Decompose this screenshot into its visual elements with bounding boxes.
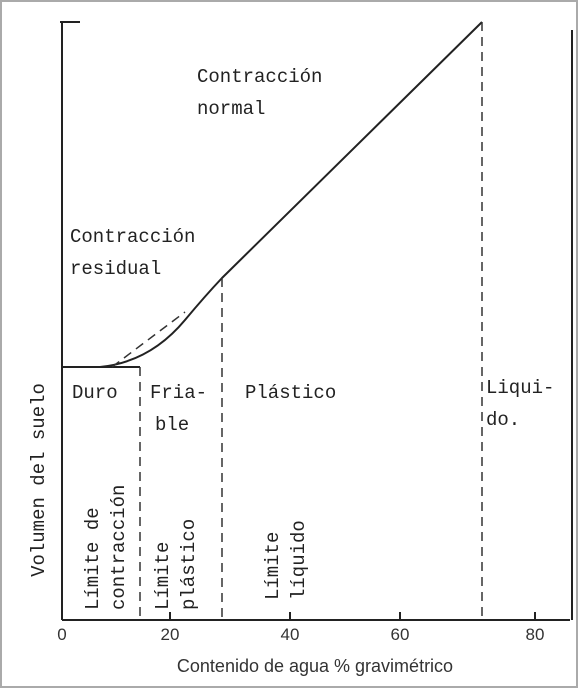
curve-label: Contracción [70,226,195,248]
residual-extension [111,311,186,368]
x-tick-label: 80 [526,625,545,644]
state-label: do. [486,409,520,431]
state-label: Liqui- [486,377,554,399]
state-label: Duro [72,382,118,404]
limit-label: plástico [178,519,200,610]
x-axis-label: Contenido de agua % gravimétrico [177,656,453,676]
state-label: ble [155,414,189,436]
x-tick-label: 40 [281,625,300,644]
limit-label: Límite [152,542,174,610]
curve-label: Contracción [197,66,322,88]
y-axis-label: Volumen del suelo [28,383,50,577]
x-ticks [169,612,536,620]
limit-label: contracción [108,485,130,610]
x-tick-label: 60 [391,625,410,644]
curve-label: normal [197,98,265,120]
shrinkage-curve [62,21,483,368]
curve-label: residual [70,258,161,280]
x-tick-label: 20 [161,625,180,644]
limit-label: Límite de [82,507,104,610]
limit-label: líquido [288,520,310,600]
state-label: Plástico [245,382,336,404]
limit-label: Límite [262,532,284,600]
state-label: Fria- [150,382,207,404]
x-tick-label: 0 [57,625,66,644]
